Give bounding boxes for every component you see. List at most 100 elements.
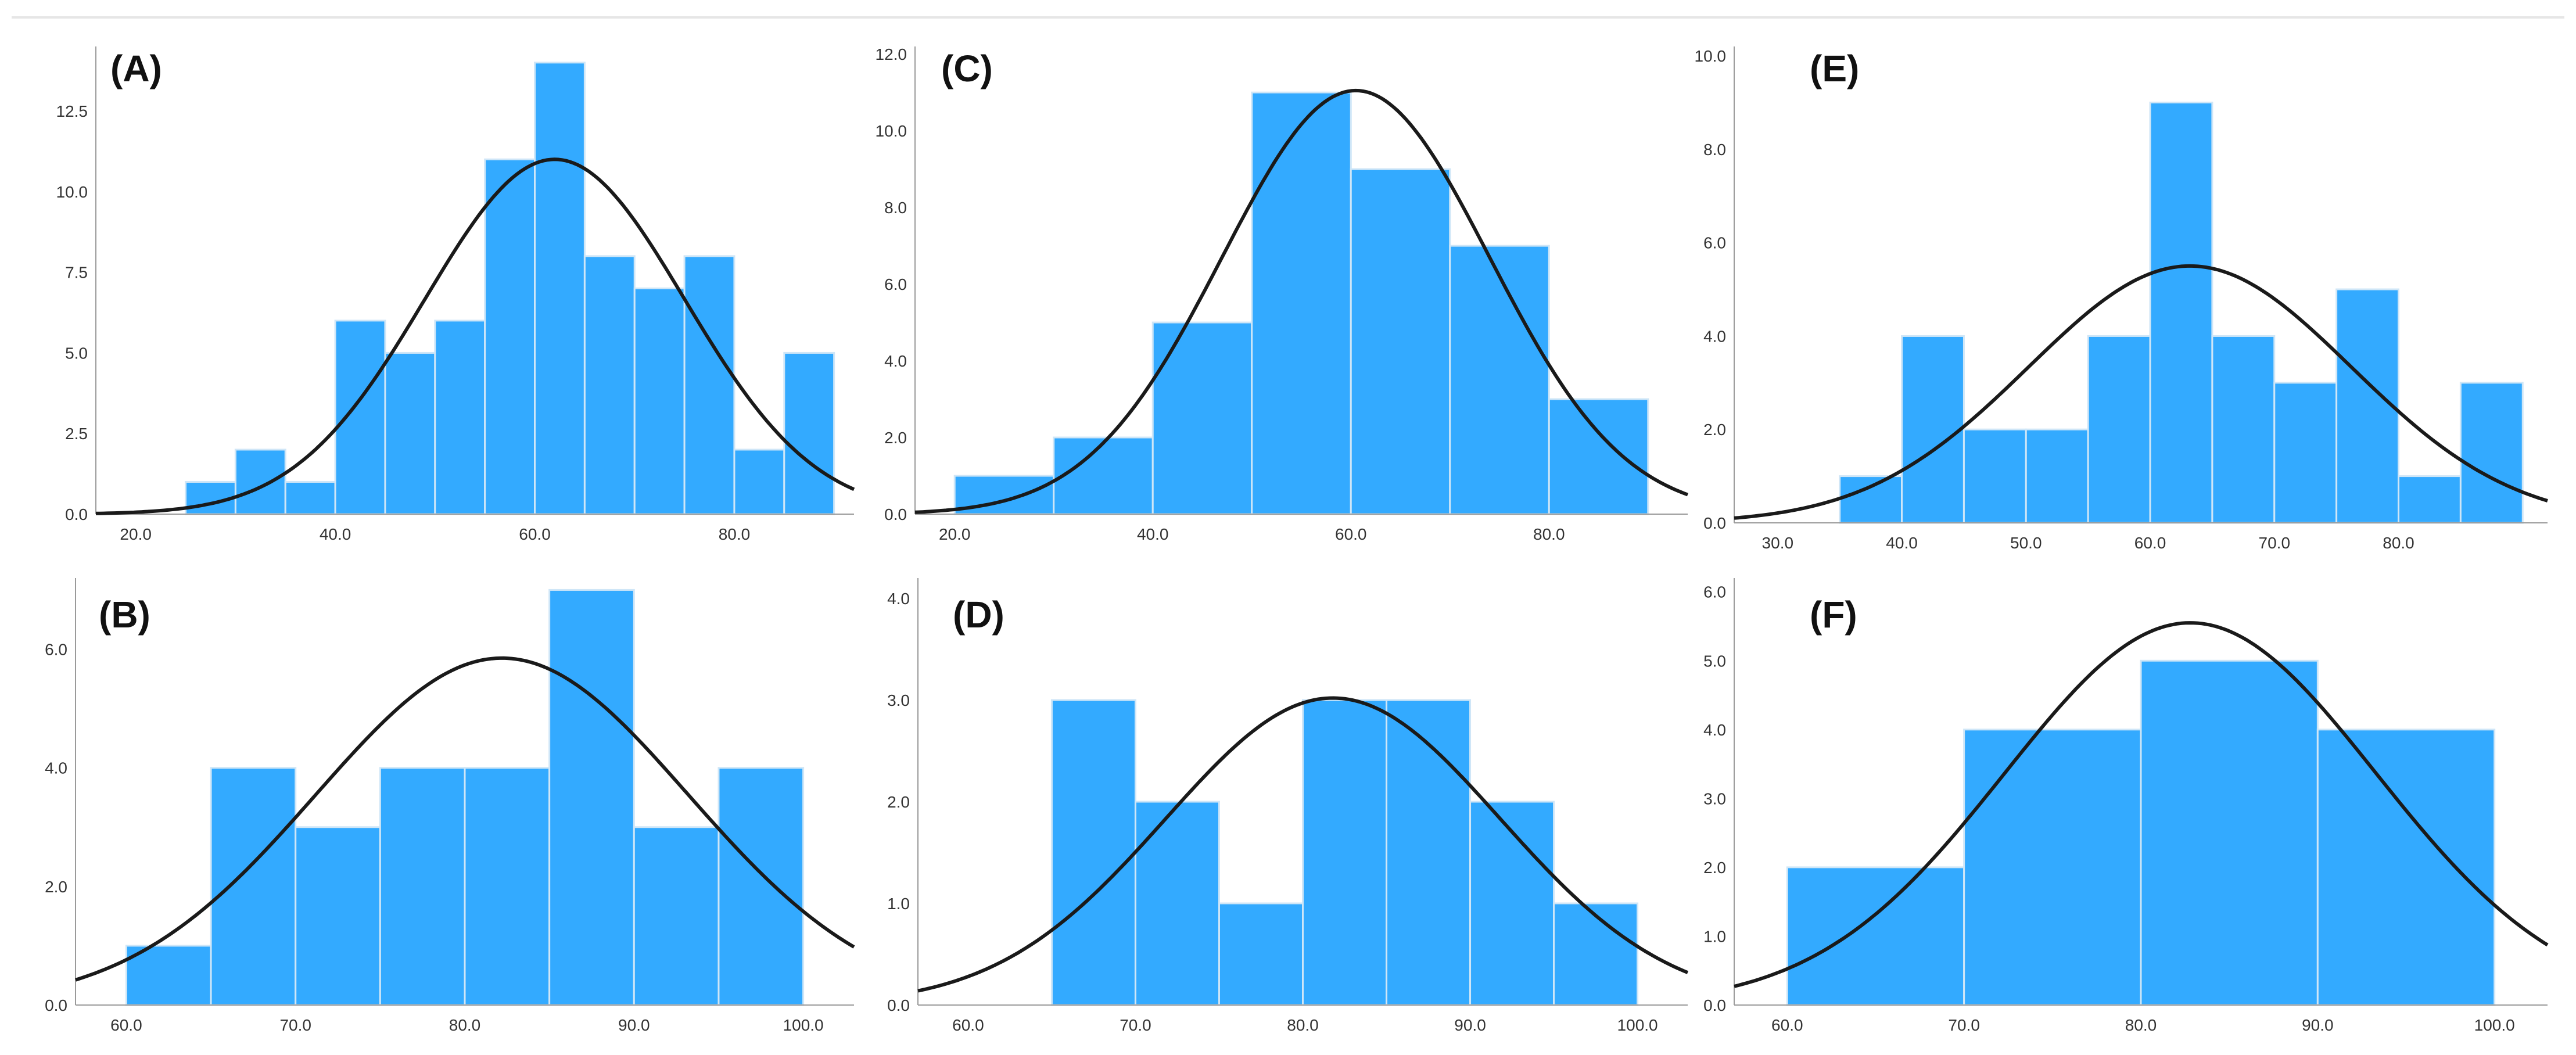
histogram-bar [2335, 288, 2400, 524]
panel-label: (B) [99, 594, 150, 636]
y-tick-label: 0.0 [1703, 996, 1726, 1014]
x-tick-label: 70.0 [1948, 1016, 1980, 1034]
histogram-bar [2316, 729, 2496, 1006]
y-tick-label: 12.0 [876, 45, 907, 63]
panel-e: 0.0 2.0 4.0 6.0 8.0 10.0 30.0 40.0 50.0 60.0 70.0 8… [1695, 46, 2548, 552]
histogram-bar [234, 448, 286, 515]
y-tick-label: 7.5 [65, 264, 88, 282]
y-tick-label: 4.0 [1703, 721, 1726, 739]
x-tick-label: 20.0 [939, 525, 971, 543]
y-tick-label: 2.0 [884, 429, 907, 447]
y-tick-label: 0.0 [884, 505, 907, 523]
y-tick-label: 4.0 [1703, 327, 1726, 345]
histogram-bar [633, 287, 686, 515]
histogram-bar [210, 767, 297, 1006]
y-tick-label: 2.0 [45, 878, 67, 896]
normal-curve [1734, 264, 2548, 520]
histogram-bar [464, 767, 551, 1006]
histogram-bar [2149, 101, 2213, 524]
normal-curve [914, 88, 1689, 514]
panel-a: 0.0 2.5 5.0 7.5 10.0 12.5 20.0 40.0 60.0 80.0 (A) [56, 46, 855, 543]
x-tick-label: 20.0 [120, 525, 152, 543]
y-tick-label: 10.0 [1695, 47, 1727, 65]
panel-c: 0.0 2.0 4.0 6.0 8.0 10.0 12.0 20.0 40.0 60.0 80.0 (… [876, 45, 1689, 543]
panel-label: (C) [941, 48, 993, 89]
y-tick-label: 3.0 [1703, 790, 1726, 808]
histogram-bar [1053, 436, 1154, 515]
x-tick-label: 40.0 [1886, 534, 1918, 552]
x-tick-label: 100.0 [783, 1016, 824, 1034]
y-tick-label: 0.0 [45, 996, 67, 1014]
normal-curve [1734, 621, 2549, 988]
histogram-bar [1151, 321, 1253, 515]
histogram-bar [1134, 801, 1220, 1006]
y-tick-label: 10.0 [56, 183, 88, 201]
x-tick-label: 60.0 [2134, 534, 2166, 552]
histogram-bar [2087, 335, 2151, 524]
panel-d: 0.0 1.0 2.0 3.0 4.0 60.0 70.0 80.0 90.0 100.0 (D) [887, 578, 1689, 1034]
y-tick-label: 8.0 [1703, 141, 1726, 159]
histogram-bar [1786, 866, 1965, 1006]
histogram-bar [284, 480, 336, 515]
x-tick-label: 60.0 [952, 1016, 984, 1034]
histogram-bar [295, 826, 381, 1006]
y-tick-label: 0.0 [65, 505, 88, 523]
x-tick-label: 80.0 [719, 525, 751, 543]
histogram-bar [2140, 659, 2319, 1006]
x-tick-label: 80.0 [449, 1016, 481, 1034]
x-tick-label: 90.0 [618, 1016, 650, 1034]
y-tick-label: 0.0 [887, 996, 910, 1014]
y-tick-label: 3.0 [887, 691, 910, 709]
panel-label: (F) [1810, 594, 1857, 636]
y-tick-label: 2.5 [65, 425, 88, 443]
histogram-bar [717, 767, 805, 1006]
histogram-bar [1553, 902, 1639, 1006]
y-tick-label: 1.0 [1703, 927, 1726, 945]
histogram-bar [1218, 902, 1304, 1006]
histogram-bar [1350, 168, 1451, 515]
histogram-bar [1548, 398, 1649, 515]
histogram-bar [683, 255, 736, 515]
panel-label: (D) [953, 594, 1004, 636]
x-tick-label: 40.0 [320, 525, 351, 543]
histogram-bar [548, 588, 635, 1006]
y-tick-label: 6.0 [1703, 583, 1726, 601]
histogram-bar [583, 255, 636, 515]
histogram-bar [434, 320, 486, 515]
y-tick-label: 2.0 [887, 793, 910, 811]
y-tick-label: 6.0 [884, 275, 907, 293]
y-tick-label: 5.0 [1703, 652, 1726, 670]
histogram-bar [2025, 428, 2089, 524]
y-tick-label: 4.0 [884, 352, 907, 370]
histogram-bar [1963, 428, 2027, 524]
y-tick-label: 2.0 [1703, 859, 1726, 877]
panel-f: 0.0 1.0 2.0 3.0 4.0 5.0 6.0 60.0 70.0 80.0 90.0 100… [1703, 578, 2549, 1034]
histogram-bar [1302, 699, 1388, 1006]
x-tick-label: 50.0 [2010, 534, 2042, 552]
x-tick-label: 80.0 [2125, 1016, 2157, 1034]
x-tick-label: 80.0 [1287, 1016, 1319, 1034]
y-tick-label: 5.0 [65, 344, 88, 362]
histogram-bar [2459, 382, 2524, 524]
x-tick-label: 90.0 [2302, 1016, 2334, 1034]
y-tick-label: 1.0 [887, 895, 910, 913]
x-tick-label: 70.0 [1120, 1016, 1151, 1034]
y-tick-label: 10.0 [876, 122, 907, 140]
histogram-bar [1386, 699, 1472, 1006]
x-tick-label: 30.0 [1762, 534, 1794, 552]
panel-label: (E) [1810, 48, 1859, 89]
histogram-bar [484, 158, 536, 515]
normal-curve [95, 157, 855, 515]
histogram-bar [334, 320, 386, 515]
y-tick-label: 8.0 [884, 199, 907, 217]
panel-b: 0.0 2.0 4.0 6.0 60.0 70.0 80.0 90.0 100.0 (B) [45, 578, 855, 1034]
x-tick-label: 70.0 [2259, 534, 2291, 552]
y-tick-label: 12.5 [56, 102, 88, 120]
x-tick-label: 100.0 [2474, 1016, 2515, 1034]
x-tick-label: 60.0 [110, 1016, 142, 1034]
histogram-bar [633, 826, 720, 1006]
panel-label: (A) [110, 48, 162, 89]
histogram-bar [2273, 382, 2338, 524]
histogram-bar [534, 62, 586, 515]
